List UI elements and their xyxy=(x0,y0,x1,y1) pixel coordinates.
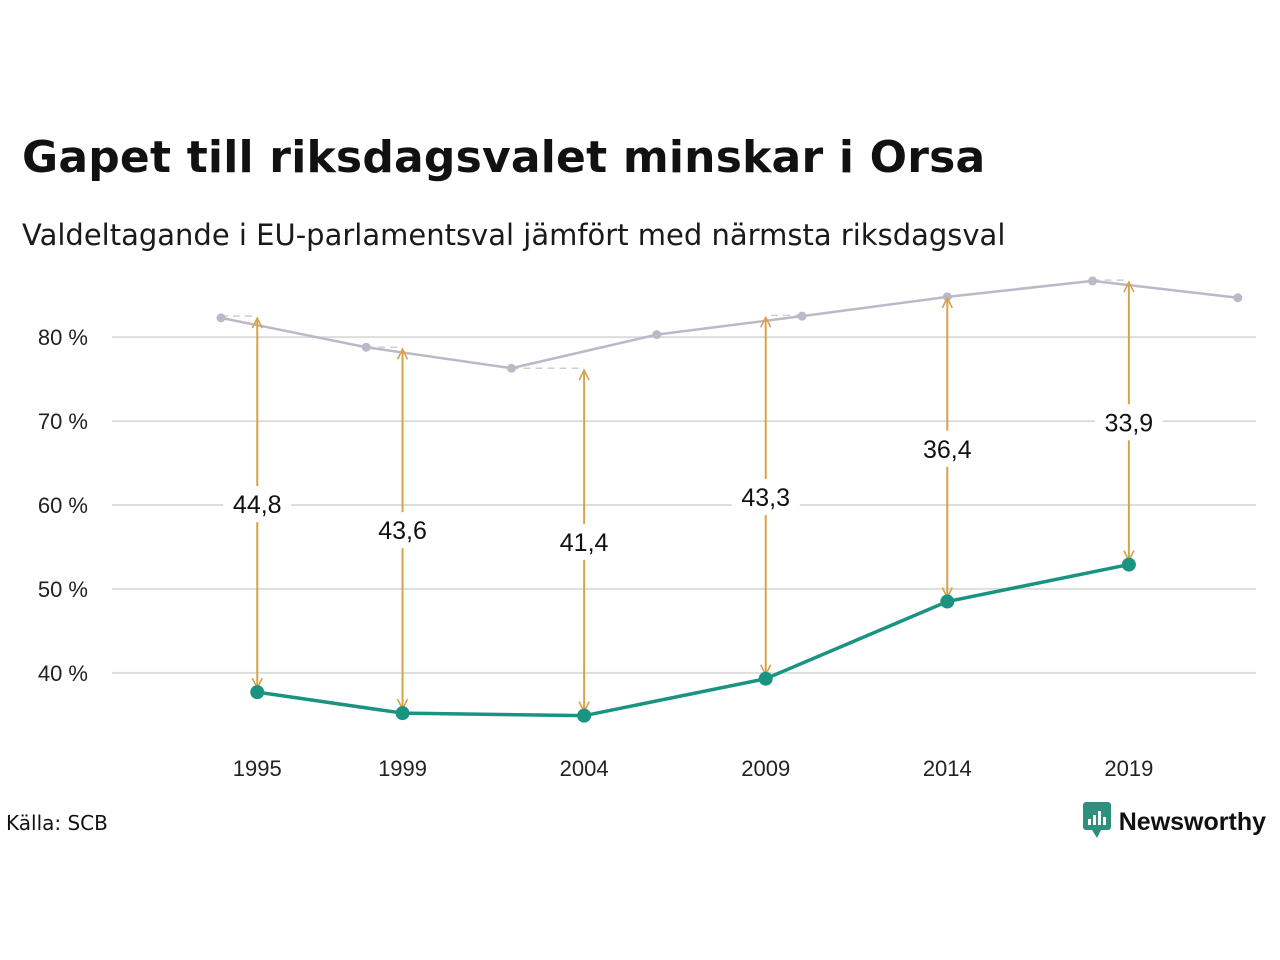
reference-dashes xyxy=(220,279,1129,369)
gap-label: 44,8 xyxy=(233,491,282,519)
gap-label: 43,3 xyxy=(741,484,790,512)
gap-label-background xyxy=(1094,404,1163,441)
eu-point xyxy=(758,671,773,686)
x-tick-label: 2004 xyxy=(560,756,609,781)
eu-point xyxy=(250,685,265,700)
gap-label-background xyxy=(731,479,800,516)
riksdag-line xyxy=(220,279,1238,370)
eu-point xyxy=(577,708,592,723)
gap-label: 33,9 xyxy=(1105,409,1154,437)
gap-label-background xyxy=(223,486,292,523)
riksdag-point xyxy=(1088,276,1098,286)
x-tick-label: 1995 xyxy=(233,756,282,781)
eu-point xyxy=(395,706,410,721)
gap-label-background xyxy=(368,512,437,549)
y-tick-label: 60 % xyxy=(38,493,88,518)
riksdag-point xyxy=(652,330,662,340)
riksdag-point xyxy=(216,313,226,323)
source-note: Källa: SCB xyxy=(6,811,108,835)
brand-name: Newsworthy xyxy=(1118,807,1266,836)
eu-series xyxy=(250,557,1136,723)
y-tick-label: 40 % xyxy=(38,661,88,686)
riksdag-point xyxy=(361,342,371,352)
x-tick-label: 2014 xyxy=(923,756,972,781)
gap-label: 43,6 xyxy=(378,517,427,545)
axis-ticks: 40 % 50 % 60 % 70 % 80 % 1995 1999 2004 2009 2014… xyxy=(38,325,1154,781)
eu-point xyxy=(940,594,955,609)
y-tick-label: 50 % xyxy=(38,577,88,602)
brand-logo: Newsworthy xyxy=(1082,802,1266,842)
y-tick-label: 80 % xyxy=(38,325,88,350)
gap-label-background xyxy=(913,430,982,467)
gap-label-background xyxy=(550,523,619,560)
y-tick-label: 70 % xyxy=(38,409,88,434)
gap-label: 41,4 xyxy=(560,529,609,557)
gap-labels: 44,8 43,6 41,4 43,3 36,4 33,9 xyxy=(223,404,1163,560)
x-tick-label: 2009 xyxy=(741,756,790,781)
eu-point xyxy=(1121,557,1136,572)
gridlines xyxy=(112,336,1256,674)
riksdag-point xyxy=(506,363,516,373)
gap-label: 36,4 xyxy=(923,436,972,464)
gap-arrows xyxy=(257,282,1129,712)
eu-line xyxy=(257,562,1130,718)
x-tick-label: 2019 xyxy=(1104,756,1153,781)
riksdag-point xyxy=(797,311,807,321)
riksdag-point xyxy=(1233,293,1243,303)
chart-subtitle: Valdeltagande i EU-parlamentsval jämfört… xyxy=(22,218,1006,252)
bar-chart-speech-bubble-icon xyxy=(1082,802,1111,842)
x-tick-label: 1999 xyxy=(378,756,427,781)
chart-title: Gapet till riksdagsvalet minskar i Orsa xyxy=(22,132,986,183)
riksdag-series xyxy=(216,276,1243,373)
